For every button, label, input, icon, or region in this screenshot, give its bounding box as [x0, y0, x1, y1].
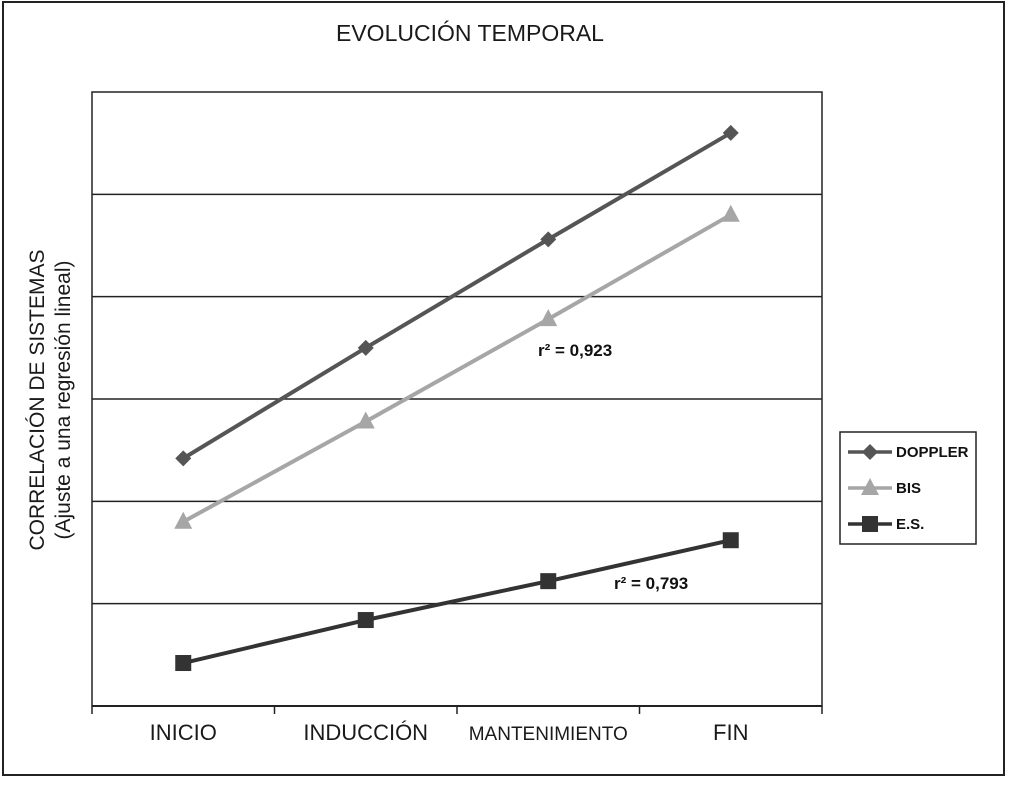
- series-lines: [182, 131, 732, 665]
- legend-marker-0: [862, 444, 878, 460]
- chart-frame: [2, 1, 1005, 776]
- data-point-2-0: [175, 655, 192, 672]
- data-point-0-0: [175, 450, 192, 467]
- data-point-1-2: [539, 309, 558, 327]
- annotation-r2-es: r² = 0,793: [614, 574, 688, 593]
- x-tick-label: FIN: [713, 720, 748, 745]
- x-tick-label: INICIO: [150, 720, 217, 745]
- x-tick-label: INDUCCIÓN: [303, 720, 428, 745]
- data-point-0-2: [540, 231, 557, 248]
- legend-marker-2: [862, 516, 878, 532]
- data-point-0-3: [722, 124, 739, 141]
- legend: DOPPLER BIS E.S.: [839, 431, 977, 545]
- chart-title: EVOLUCIÓN TEMPORAL: [336, 20, 604, 46]
- data-point-1-0: [174, 511, 193, 529]
- y-axis-sublabel: (Ajuste a una regresión lineal): [52, 261, 75, 540]
- legend-label-2: E.S.: [896, 516, 924, 533]
- x-tick-label: MANTENIMIENTO: [469, 724, 628, 745]
- annotation-r2-bis: r² = 0,923: [538, 341, 612, 360]
- y-axis-title: CORRELACIÓN DE SISTEMAS (Ajuste a una re…: [26, 249, 75, 550]
- series-line-1: [182, 213, 732, 524]
- data-point-2-1: [357, 612, 374, 629]
- series-markers: [174, 124, 740, 672]
- legend-label-0: DOPPLER: [896, 444, 969, 461]
- data-point-1-1: [356, 411, 375, 429]
- series-line-0: [182, 131, 732, 461]
- series-line-2: [182, 538, 732, 665]
- legend-label-1: BIS: [896, 480, 921, 497]
- legend-marker-1: [861, 478, 879, 495]
- data-point-2-2: [540, 573, 557, 590]
- gridlines: [92, 193, 822, 605]
- x-axis-labels: INICIO INDUCCIÓN MANTENIMIENTO FIN: [150, 720, 749, 745]
- data-point-0-1: [357, 339, 374, 356]
- y-axis-label: CORRELACIÓN DE SISTEMAS: [26, 249, 49, 550]
- data-point-1-3: [721, 204, 740, 222]
- data-point-2-3: [722, 532, 739, 549]
- x-axis-ticks: [91, 706, 823, 714]
